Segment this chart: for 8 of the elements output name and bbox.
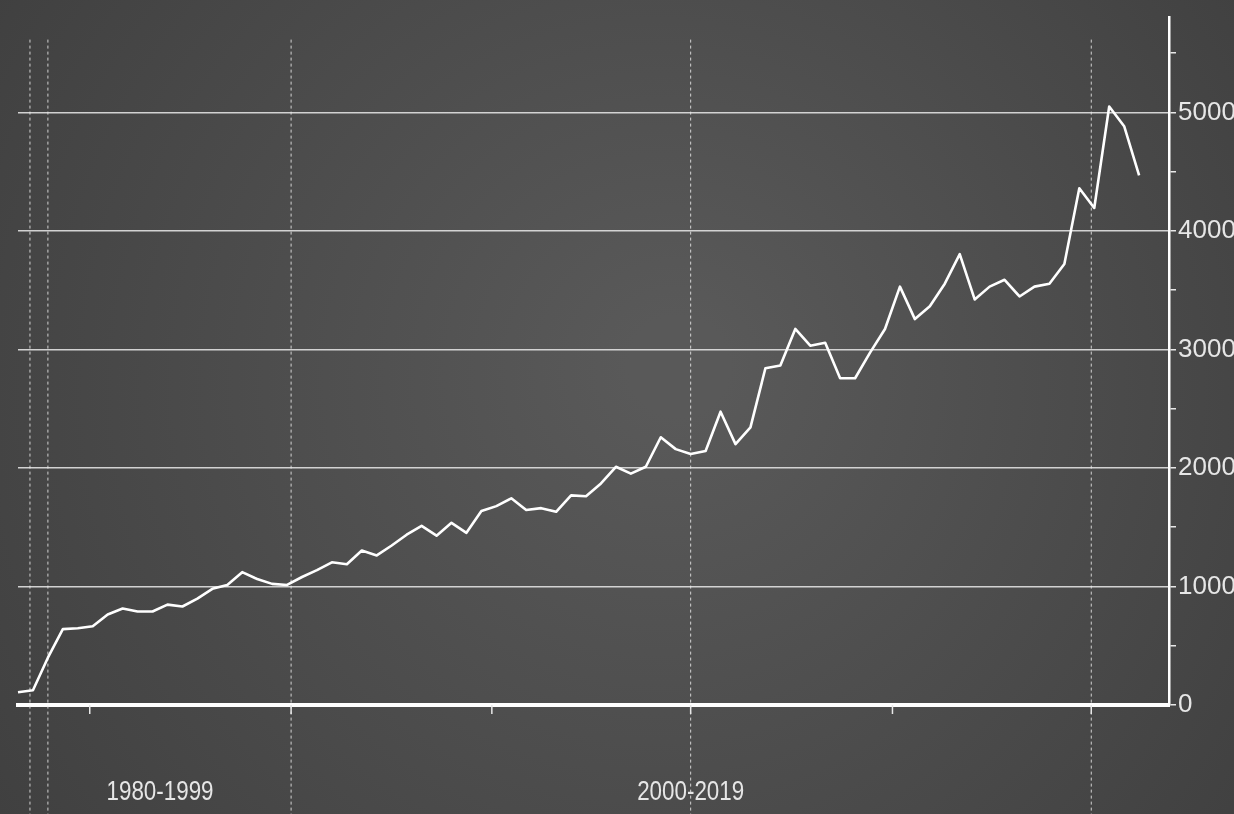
text: 2000-2019: [637, 774, 745, 806]
y-tick-label: 3000: [1178, 332, 1234, 363]
y-tick-label: 2000: [1178, 451, 1234, 482]
text: 1980-1999: [106, 774, 214, 806]
y-tick-label: 4000: [1178, 214, 1234, 245]
y-tick-label: 5000: [1178, 95, 1234, 126]
y-tick-label: 0: [1178, 688, 1193, 719]
y-tick-label: 1000: [1178, 569, 1234, 600]
